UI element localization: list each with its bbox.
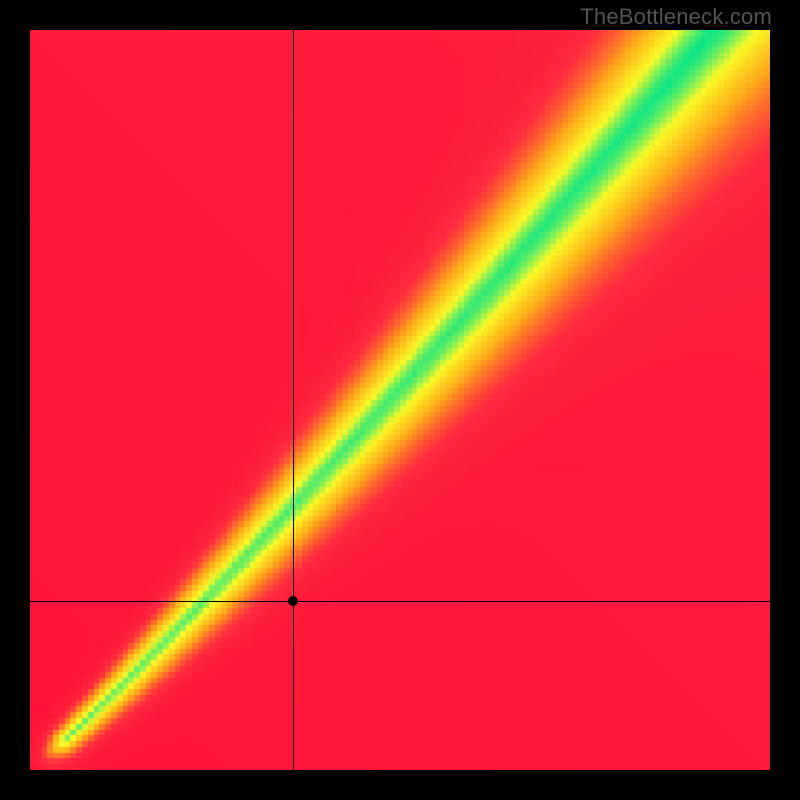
- crosshair-vertical: [293, 30, 294, 770]
- heatmap-canvas: [30, 30, 770, 770]
- crosshair-horizontal: [30, 601, 770, 602]
- bottleneck-heatmap: [30, 30, 770, 770]
- selected-point-marker: [288, 596, 298, 606]
- watermark-text: TheBottleneck.com: [580, 4, 772, 30]
